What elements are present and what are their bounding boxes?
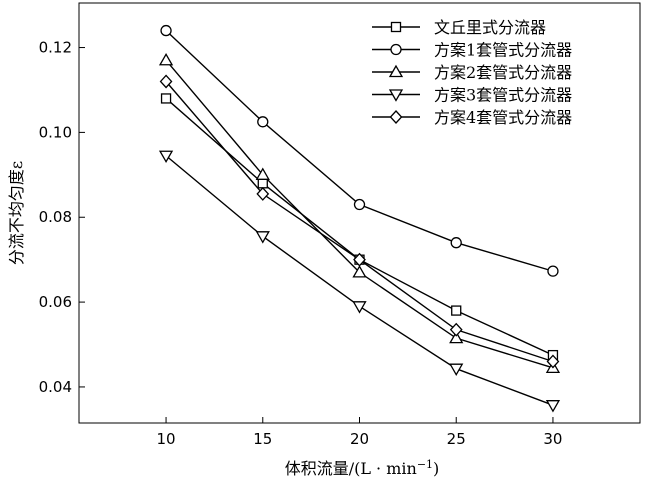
data-point	[160, 24, 172, 37]
data-point	[160, 93, 172, 104]
ticks: 10 15 20 25 30 0.04 0.06 0.08 0.10 0.12	[39, 39, 563, 448]
series-line	[165, 59, 554, 369]
series-1	[160, 93, 559, 361]
data-point	[352, 265, 367, 278]
y-axis-label: 分流不均匀度ε	[7, 161, 26, 265]
data-point	[257, 178, 268, 189]
data-point	[158, 150, 174, 164]
data-point	[546, 354, 560, 369]
x-axis-label-superscript: −1	[417, 458, 433, 471]
data-point	[449, 322, 463, 337]
x-tick-label: 20	[350, 430, 369, 448]
data-point	[159, 74, 173, 89]
legend-label: 方案3套管式分流器	[434, 86, 572, 105]
y-tick-label: 0.10	[39, 123, 72, 141]
legend-entry: 方案4套管式分流器	[372, 108, 572, 127]
x-axis-label-close: )	[433, 459, 439, 478]
legend-entry: 方案3套管式分流器	[372, 86, 572, 105]
series-line	[165, 155, 554, 406]
legend-entry: 方案2套管式分流器	[372, 63, 572, 82]
legend-marker	[389, 110, 403, 124]
x-tick-label: 15	[253, 430, 272, 448]
legend-label: 方案1套管式分流器	[434, 41, 572, 60]
data-point	[353, 252, 366, 267]
x-tick-label: 25	[447, 430, 466, 448]
legend-marker	[390, 21, 402, 33]
data-point	[449, 330, 464, 344]
data-point	[450, 237, 462, 249]
x-axis-label: 体积流量/(L · min−1)	[285, 458, 440, 478]
legend-label: 文丘里式分流器	[434, 18, 546, 37]
y-tick-label: 0.08	[39, 208, 72, 226]
legend: 文丘里式分流器方案1套管式分流器方案2套管式分流器方案3套管式分流器方案4套管式…	[372, 18, 572, 127]
y-tick-label: 0.12	[39, 39, 72, 57]
series-layer	[158, 24, 561, 413]
series-line	[165, 97, 554, 356]
data-point	[547, 265, 559, 277]
x-tick-label: 10	[157, 430, 176, 448]
data-point	[352, 301, 367, 314]
data-point	[255, 167, 270, 180]
legend-label: 方案2套管式分流器	[434, 63, 572, 82]
x-axis-label-main: 体积流量/(L · min	[285, 459, 417, 478]
data-point	[255, 231, 270, 244]
data-point	[256, 186, 270, 201]
legend-marker	[390, 43, 402, 56]
legend-entry: 方案1套管式分流器	[372, 41, 572, 60]
y-tick-label: 0.04	[39, 378, 72, 396]
data-point	[545, 400, 561, 413]
data-point	[353, 198, 366, 211]
data-point	[158, 52, 174, 66]
series-2	[160, 24, 559, 277]
series-4	[158, 150, 561, 413]
legend-marker	[388, 89, 404, 102]
y-tick-label: 0.06	[39, 293, 72, 311]
legend-marker	[388, 64, 404, 78]
series-5	[159, 74, 560, 369]
data-point	[449, 363, 464, 377]
legend-label: 方案4套管式分流器	[434, 108, 572, 127]
data-point	[451, 305, 462, 316]
x-tick-label: 30	[543, 430, 562, 448]
data-point	[257, 116, 269, 128]
legend-entry: 文丘里式分流器	[372, 18, 546, 37]
